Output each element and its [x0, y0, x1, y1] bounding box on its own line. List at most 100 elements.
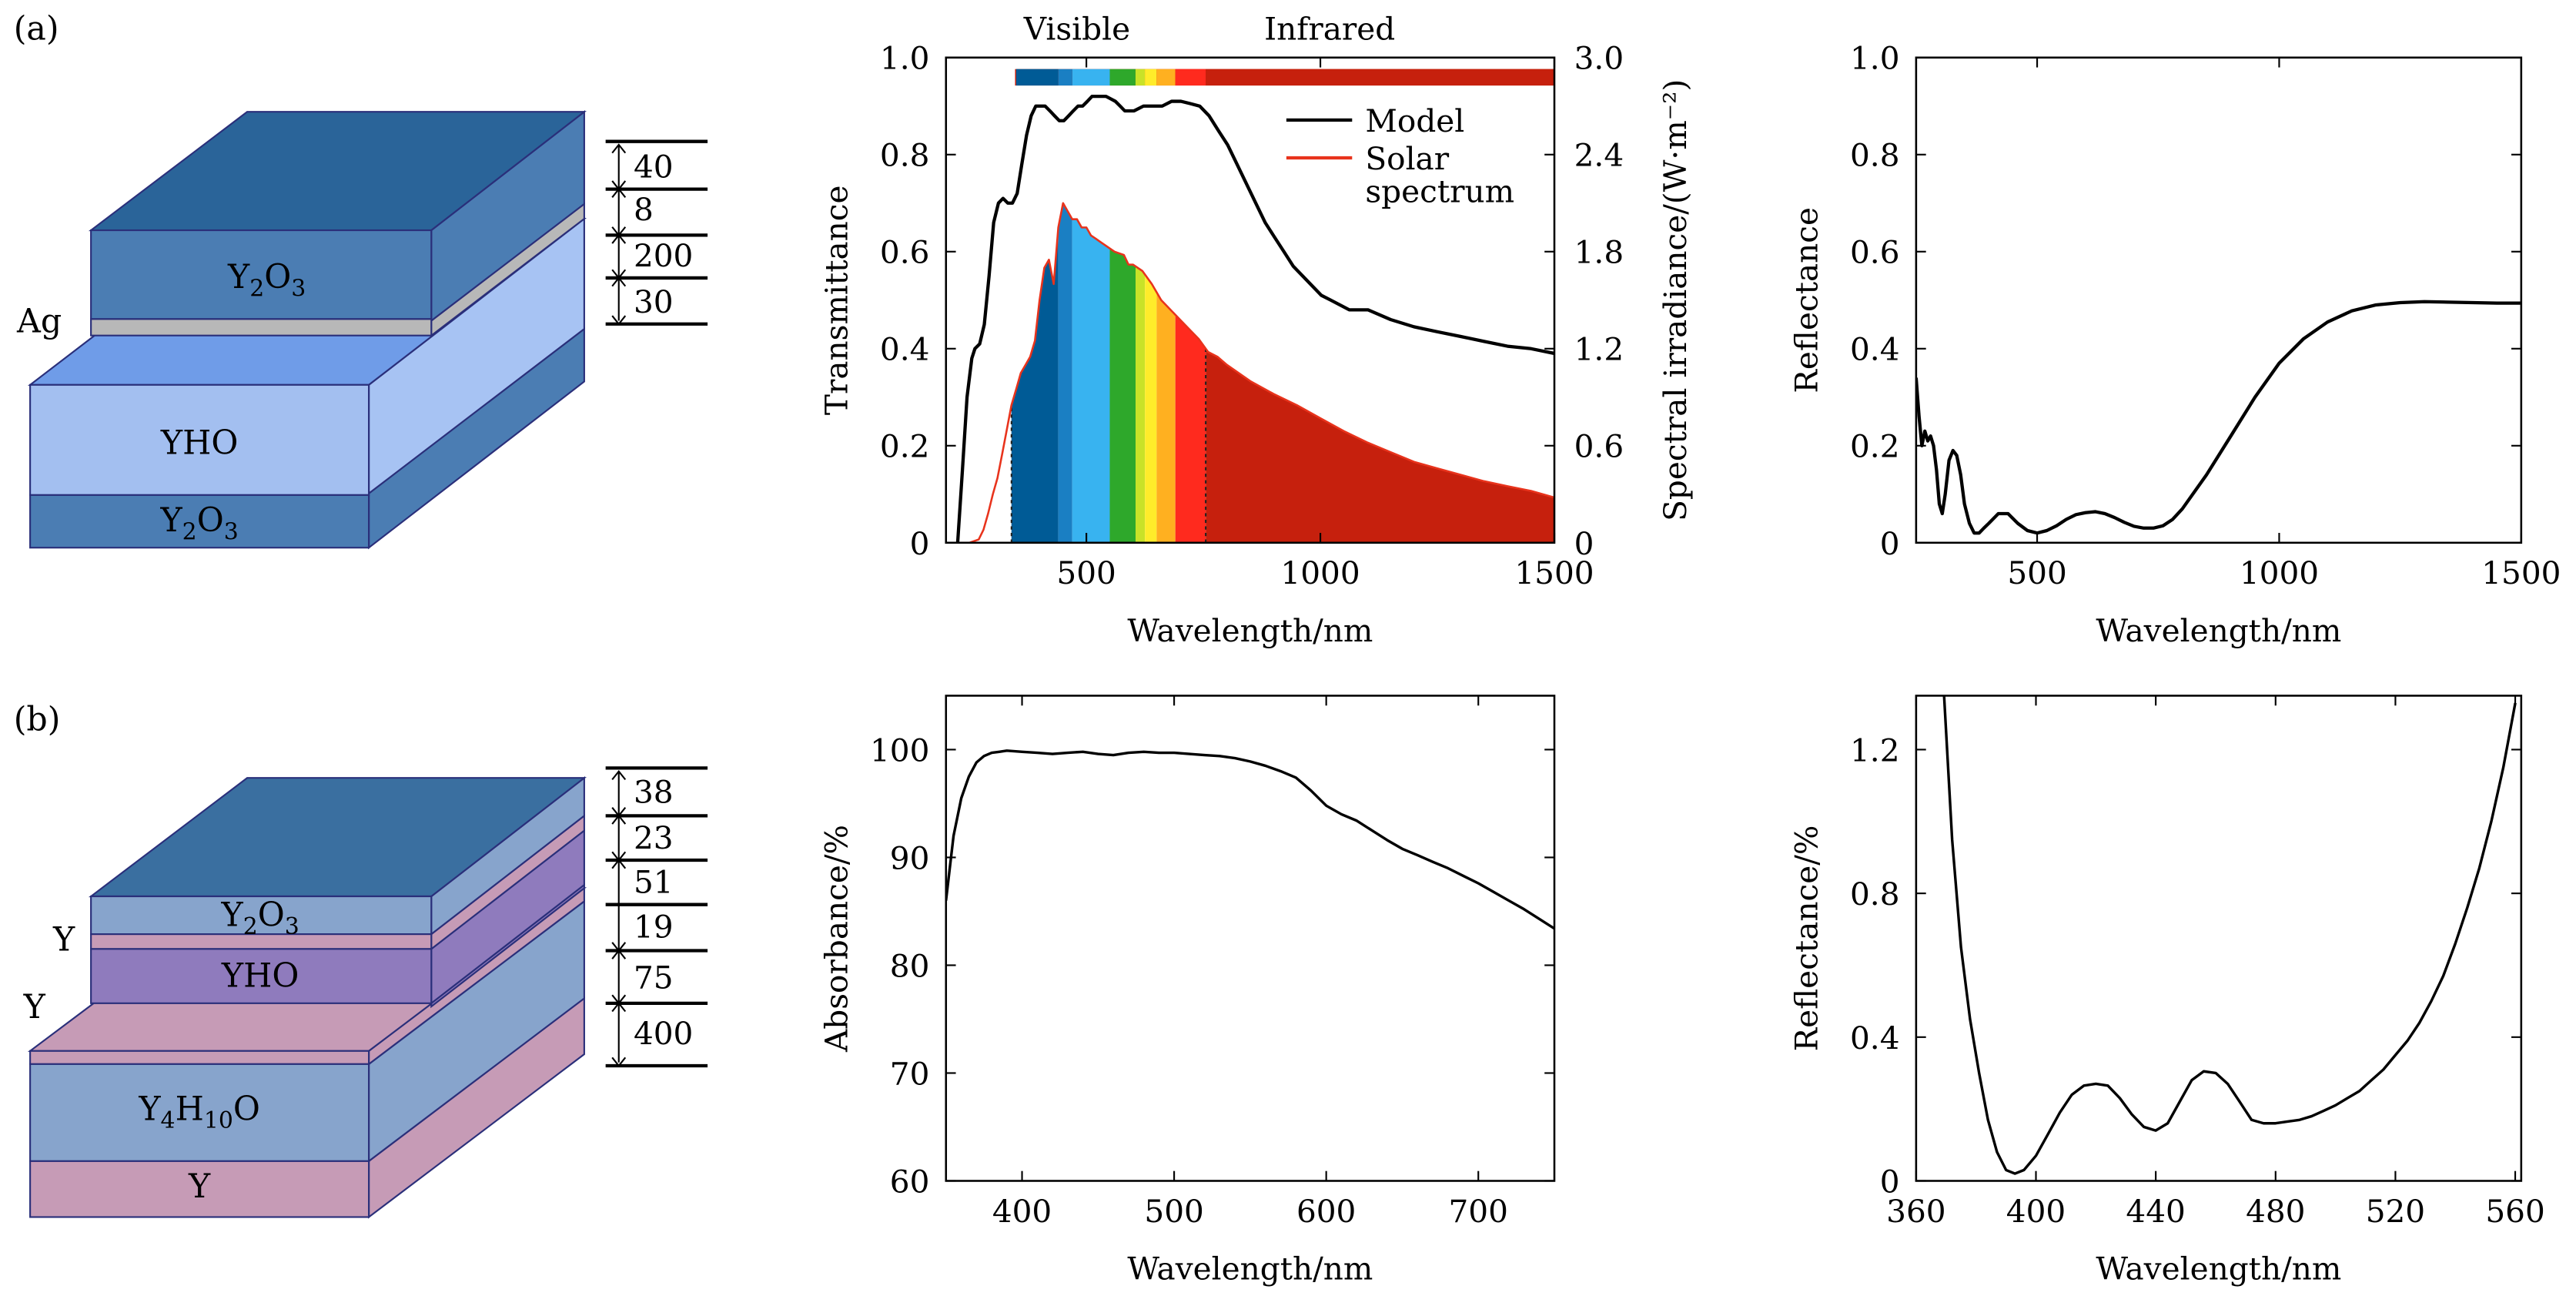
x-tick-label: 400 — [992, 1193, 1052, 1230]
plot-frame — [1915, 56, 2523, 544]
thickness-scale-a — [605, 139, 708, 326]
spectrum-band — [1156, 292, 1176, 543]
spectrum-band — [1175, 314, 1206, 543]
plot-frame — [945, 56, 1556, 544]
y-tick-label: 80 — [890, 947, 930, 984]
y-right-tick-label: 2.4 — [1574, 137, 1624, 174]
color-bar-segment — [1109, 69, 1136, 86]
x-tick-label: 500 — [1144, 1193, 1203, 1230]
y-right-axis-label: Spectral irradiance/(W·m⁻²) — [1657, 79, 1694, 521]
x-tick-label: 500 — [1056, 554, 1116, 591]
thickness-b-2: 51 — [634, 864, 674, 901]
x-tick-label: 360 — [1886, 1193, 1945, 1230]
x-axis-label: Wavelength/nm — [1127, 1251, 1373, 1288]
label-ag: Ag — [16, 302, 62, 340]
plot-frame — [1915, 695, 2523, 1182]
color-bar-segment — [1175, 69, 1206, 86]
series-group — [1942, 695, 2517, 1175]
y-tick-label: 1.0 — [1850, 40, 1900, 77]
spectrum-band — [1058, 203, 1072, 543]
series-reflectance — [1915, 300, 2521, 535]
series-model — [955, 95, 1554, 543]
thickness-b-3: 19 — [634, 908, 674, 945]
spectrum-band — [1206, 348, 1554, 543]
x-tick-label: 600 — [1296, 1193, 1356, 1230]
thickness-b-0: 38 — [634, 773, 674, 810]
b-y2o3-front — [90, 895, 433, 936]
y-tick-label: 0 — [910, 525, 930, 562]
thickness-a-1: 8 — [634, 191, 654, 228]
y-tick-label: 0 — [1880, 1163, 1900, 1200]
y-tick-label: 0.6 — [880, 234, 930, 271]
thickness-a-2: 200 — [634, 237, 693, 274]
y-tick-label: 90 — [890, 839, 930, 876]
x-tick-label: 400 — [2006, 1193, 2066, 1230]
layer-y2o3-bottom-front — [29, 494, 370, 549]
label-y2o3-top: Y2O3 — [227, 258, 306, 303]
y-tick-label: 1.2 — [1850, 732, 1900, 769]
color-bar-segment — [1072, 69, 1110, 86]
y-right-tick-label: 3.0 — [1574, 40, 1624, 77]
y-right-tick-label: 0 — [1574, 525, 1594, 562]
spectrum-band — [1072, 219, 1110, 543]
y-tick-label: 0.8 — [880, 137, 930, 174]
y-tick-label: 0.8 — [1850, 876, 1900, 913]
b-y2-front — [29, 1050, 370, 1065]
y-axis-label: Reflectance — [1788, 207, 1825, 393]
y-tick-label: 0.2 — [1850, 428, 1900, 465]
y-tick-label: 0.4 — [880, 331, 930, 368]
thickness-a-3: 30 — [634, 283, 674, 320]
b-yho-front — [90, 948, 433, 1004]
layer-diagram-b: Y2O3 Y YHO Y Y4H10O Y 38 23 51 19 75 400 — [23, 766, 708, 1219]
y-tick-label: 0.4 — [1850, 1020, 1900, 1057]
spectrum-band — [1011, 227, 1059, 543]
thickness-arrows-a — [611, 143, 627, 326]
b-label-y2o3: Y2O3 — [220, 896, 299, 940]
y-tick-label: 1.0 — [880, 40, 930, 77]
band-label-visible: Visible — [1023, 10, 1130, 47]
spectrum-band — [1109, 248, 1136, 543]
b-y1-front — [90, 933, 433, 950]
color-bar-segment — [1206, 69, 1554, 86]
x-tick-label: 520 — [2366, 1193, 2425, 1230]
layer-ag-front — [90, 318, 433, 337]
x-tick-label: 1500 — [1514, 554, 1594, 591]
b-label-y2: Y — [23, 988, 46, 1026]
color-bar-segment — [1058, 69, 1072, 86]
y-tick-label: 100 — [870, 732, 929, 769]
series-group — [955, 95, 1554, 543]
x-tick-label: 500 — [2007, 554, 2066, 591]
spectrum-fill — [1010, 203, 1554, 543]
y-tick-label: 0.2 — [880, 428, 930, 465]
x-axis-label: Wavelength/nm — [2096, 612, 2341, 649]
label-y2o3-bottom: Y2O3 — [159, 501, 238, 546]
spectrum-band — [1145, 274, 1157, 543]
y-right-tick-label: 1.2 — [1574, 331, 1624, 368]
x-tick-label: 1500 — [2481, 554, 2561, 591]
thickness-b-1: 23 — [634, 819, 674, 856]
y-axis-label: Transmittance — [818, 185, 855, 415]
thickness-b-5: 400 — [634, 1015, 693, 1052]
legend-label-model: Model — [1365, 102, 1464, 139]
thickness-a-0: 40 — [634, 149, 674, 186]
band-label-infrared: Infrared — [1264, 10, 1395, 47]
y-tick-label: 70 — [890, 1055, 930, 1092]
b-label-y4h10o: Y4H10O — [138, 1090, 260, 1134]
b-label-yho: YHO — [221, 956, 299, 995]
b-label-y-sub: Y — [188, 1167, 211, 1206]
x-axis-label: Wavelength/nm — [2096, 1251, 2341, 1288]
label-yho: YHO — [160, 424, 238, 462]
y-right-tick-label: 0.6 — [1574, 428, 1624, 465]
y-tick-label: 60 — [890, 1163, 930, 1200]
legend-label-solar: Solar — [1365, 140, 1449, 177]
x-tick-label: 700 — [1449, 1193, 1508, 1230]
y-axis-label: Absorbance/% — [818, 825, 855, 1053]
series-absorbance — [945, 749, 1554, 930]
series-group — [1915, 300, 2521, 535]
y-right-tick-label: 1.8 — [1574, 234, 1624, 271]
panel-label-a: (a) — [14, 9, 59, 48]
color-bar-segment — [1015, 69, 1059, 86]
thickness-arrows-b — [611, 769, 627, 1067]
